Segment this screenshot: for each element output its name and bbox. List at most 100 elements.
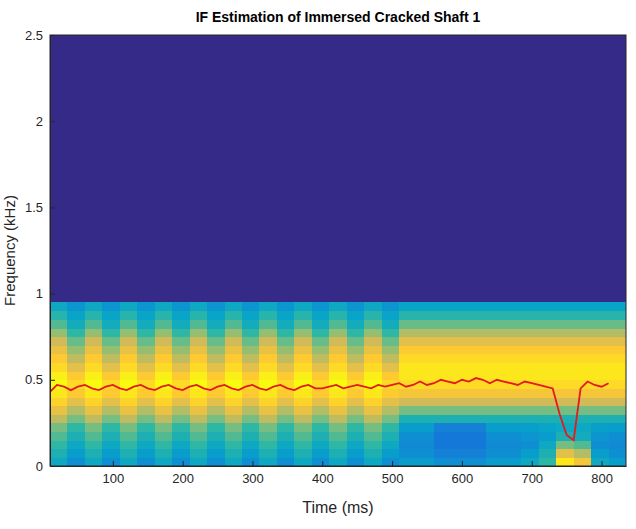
heatmap-cell: [399, 388, 417, 397]
heatmap-cell: [190, 371, 208, 380]
heatmap-cell: [85, 302, 103, 311]
heatmap-cell: [591, 414, 609, 423]
heatmap-cell: [190, 414, 208, 423]
heatmap-cell: [451, 457, 469, 466]
heatmap-cell: [399, 363, 417, 372]
heatmap-cell: [277, 319, 295, 328]
heatmap-cell: [347, 432, 365, 441]
heatmap-cell: [294, 440, 312, 449]
heatmap-cell: [609, 397, 626, 406]
heatmap-cell: [102, 302, 120, 311]
heatmap-cell: [50, 449, 68, 458]
heatmap-cell: [434, 363, 452, 372]
heatmap-cell: [50, 319, 68, 328]
heatmap-cell: [347, 406, 365, 415]
heatmap-cell: [591, 302, 609, 311]
heatmap-cell: [137, 414, 155, 423]
tick-mark: [50, 121, 55, 122]
heatmap-cell: [242, 302, 260, 311]
tick-label: 1.5: [25, 200, 43, 215]
heatmap-cell: [591, 440, 609, 449]
heatmap-cell: [137, 319, 155, 328]
heatmap-cell: [294, 397, 312, 406]
heatmap-cell: [382, 414, 400, 423]
heatmap-cell: [85, 397, 103, 406]
heatmap-cell: [225, 363, 243, 372]
heatmap-cell: [259, 319, 277, 328]
heatmap-cell: [67, 406, 85, 415]
heatmap-cell: [347, 388, 365, 397]
heatmap-cell: [399, 397, 417, 406]
heatmap-cell: [382, 337, 400, 346]
tick-label: 2: [36, 114, 43, 129]
heatmap-cell: [155, 423, 173, 432]
heatmap-cell: [434, 440, 452, 449]
heatmap-cell: [329, 319, 347, 328]
heatmap-cell: [242, 432, 260, 441]
heatmap-cell: [207, 328, 225, 337]
heatmap-cell: [451, 414, 469, 423]
heatmap-cell: [609, 319, 626, 328]
heatmap-cell: [102, 319, 120, 328]
y-axis: 00.511.522.5: [25, 28, 55, 474]
heatmap-cell: [451, 406, 469, 415]
heatmap-cell: [399, 371, 417, 380]
heatmap-cell: [207, 449, 225, 458]
heatmap-cell: [434, 328, 452, 337]
heatmap-cell: [574, 397, 592, 406]
heatmap-cell: [242, 397, 260, 406]
heatmap-cell: [259, 449, 277, 458]
heatmap-cell: [469, 337, 487, 346]
heatmap-cell: [172, 440, 190, 449]
heatmap-cell: [364, 354, 382, 363]
heatmap-cell: [591, 423, 609, 432]
heatmap-cell: [67, 345, 85, 354]
heatmap-cell: [294, 302, 312, 311]
heatmap-cell: [451, 363, 469, 372]
heatmap-cell: [50, 363, 68, 372]
heatmap-cell: [434, 311, 452, 320]
heatmap-cell: [312, 354, 330, 363]
heatmap-cell: [556, 457, 574, 466]
heatmap-cell: [120, 363, 138, 372]
heatmap-cell: [417, 311, 435, 320]
heatmap-cell: [451, 311, 469, 320]
tick-mark: [532, 461, 533, 466]
heatmap-cell: [312, 311, 330, 320]
heatmap-cell: [312, 388, 330, 397]
heatmap-cell: [364, 345, 382, 354]
heatmap-cell: [172, 328, 190, 337]
heatmap-cell: [417, 337, 435, 346]
heatmap-cell: [190, 354, 208, 363]
heatmap-cell: [521, 449, 539, 458]
heatmap-cell: [574, 319, 592, 328]
heatmap-cell: [347, 337, 365, 346]
heatmap-cell: [329, 363, 347, 372]
heatmap-cell: [451, 319, 469, 328]
tick-mark: [50, 207, 55, 208]
heatmap-cell: [609, 432, 626, 441]
heatmap-cell: [190, 432, 208, 441]
heatmap-cell: [207, 311, 225, 320]
heatmap-cell: [259, 363, 277, 372]
heatmap-cell: [190, 449, 208, 458]
tick: 2.5: [25, 28, 55, 43]
heatmap-cell: [50, 457, 68, 466]
heatmap-cell: [207, 371, 225, 380]
heatmap-cell: [591, 311, 609, 320]
heatmap-cell: [399, 337, 417, 346]
heatmap-cell: [382, 319, 400, 328]
heatmap-cell: [556, 397, 574, 406]
heatmap-cell: [364, 363, 382, 372]
heatmap-cell: [591, 388, 609, 397]
heatmap-cell: [591, 319, 609, 328]
heatmap-cell: [609, 406, 626, 415]
heatmap-cell: [312, 406, 330, 415]
heatmap-cell: [312, 423, 330, 432]
heatmap-cell: [225, 440, 243, 449]
heatmap-cell: [399, 432, 417, 441]
heatmap-cell: [85, 354, 103, 363]
heatmap-cell: [172, 354, 190, 363]
heatmap-cell: [312, 449, 330, 458]
heatmap-cell: [242, 337, 260, 346]
